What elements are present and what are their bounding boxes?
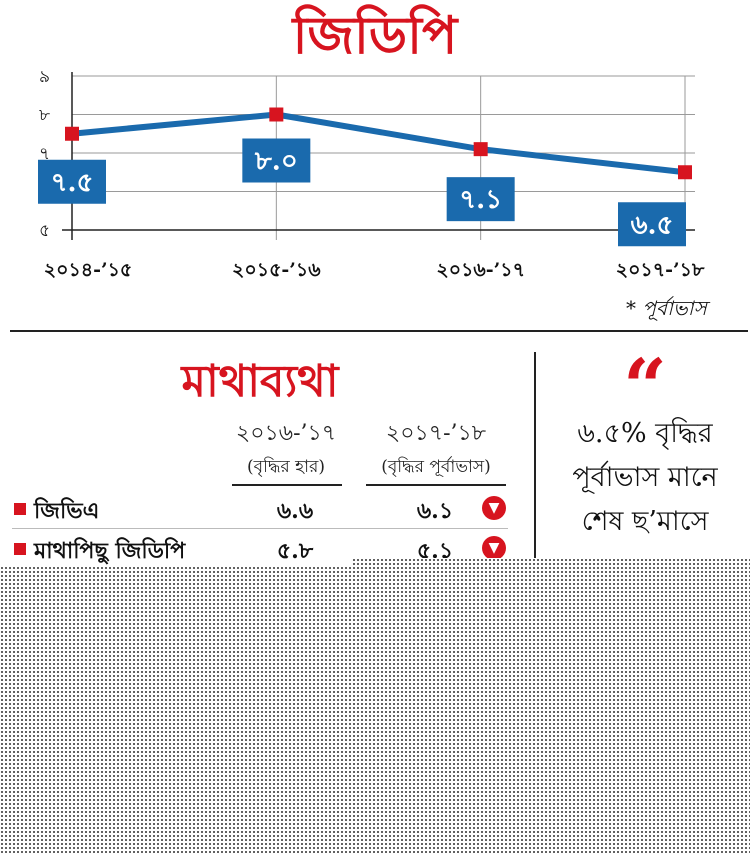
data-label-box bbox=[38, 159, 106, 204]
row-value-2017-18: ৬.১ bbox=[416, 498, 454, 524]
data-point bbox=[269, 107, 284, 122]
x-tick-label: ২০১৪-’১৫ bbox=[44, 259, 133, 281]
series-line bbox=[71, 111, 686, 176]
table-row: জিভিএ ৬.৬ ৬.১ ▼ bbox=[12, 490, 508, 529]
column-head-1: ২০১৬-’১৭ bbox=[235, 421, 337, 446]
row-label: জিভিএ bbox=[34, 498, 100, 524]
x-tick-label: ২০১৬-’১৭ bbox=[436, 259, 525, 281]
section-divider bbox=[10, 330, 748, 332]
y-tick-label: ৭ bbox=[39, 144, 50, 164]
arrow-down-circle-icon: ▼ bbox=[482, 496, 506, 520]
forecast-note: * পূর্বাভাস bbox=[626, 296, 707, 320]
halftone-overlay bbox=[0, 566, 750, 853]
data-point bbox=[473, 142, 488, 157]
row-bullet bbox=[14, 543, 26, 555]
chart-title: জিডিপি bbox=[292, 6, 458, 66]
data-point bbox=[678, 165, 692, 180]
quote-mark-icon: “ bbox=[623, 342, 667, 431]
quote-line: শেষ ছ’মাসে bbox=[581, 506, 709, 537]
data-label: ৮.০ bbox=[254, 147, 298, 177]
row-bullet bbox=[14, 503, 26, 515]
column-underline-1 bbox=[232, 484, 342, 486]
data-label: ৭.৫ bbox=[51, 168, 94, 198]
halftone-overlay-top bbox=[352, 558, 750, 568]
column-sub-2: (বৃদ্ধির পূর্বাভাস) bbox=[381, 457, 491, 477]
column-head-2: ২০১৭-’১৮ bbox=[385, 421, 487, 446]
data-label: ৭.১ bbox=[459, 185, 502, 215]
column-underline-2 bbox=[366, 484, 506, 486]
y-tick-label: ৮ bbox=[39, 106, 50, 126]
data-label-box bbox=[618, 202, 686, 247]
data-label: ৬.৫ bbox=[631, 210, 674, 240]
data-label-box bbox=[242, 138, 311, 183]
pull-quote: ৬.৫% বৃদ্ধির পূর্বাভাস মানে শেষ ছ’মাসে bbox=[540, 412, 750, 544]
gdp-line-chart: ৫৬৭৮৯২০১৪-’১৫২০১৫-’১৬২০১৬-’১৭২০১৭-’১৮৭.৫… bbox=[38, 67, 705, 281]
x-tick-label: ২০১৭-’১৮ bbox=[616, 259, 705, 281]
table-title: মাথাব্যথা bbox=[181, 356, 339, 407]
data-label-box bbox=[446, 177, 515, 222]
quote-line: পূর্বাভাস মানে bbox=[572, 462, 718, 493]
row-label: মাথাপিছু জিডিপি bbox=[34, 538, 186, 564]
y-tick-label: ৫ bbox=[39, 221, 50, 241]
quote-line: ৬.৫% বৃদ্ধির bbox=[577, 418, 713, 449]
data-point bbox=[65, 126, 79, 141]
row-value-2016-17: ৬.৬ bbox=[276, 498, 314, 524]
x-tick-label: ২০১৫-’১৬ bbox=[232, 259, 321, 281]
row-value-2016-17: ৫.৮ bbox=[276, 538, 314, 564]
y-tick-label: ৯ bbox=[39, 67, 50, 87]
arrow-down-circle-icon: ▼ bbox=[482, 536, 506, 560]
column-divider bbox=[534, 352, 536, 572]
column-sub-1: (বৃদ্ধির হার) bbox=[246, 457, 326, 477]
